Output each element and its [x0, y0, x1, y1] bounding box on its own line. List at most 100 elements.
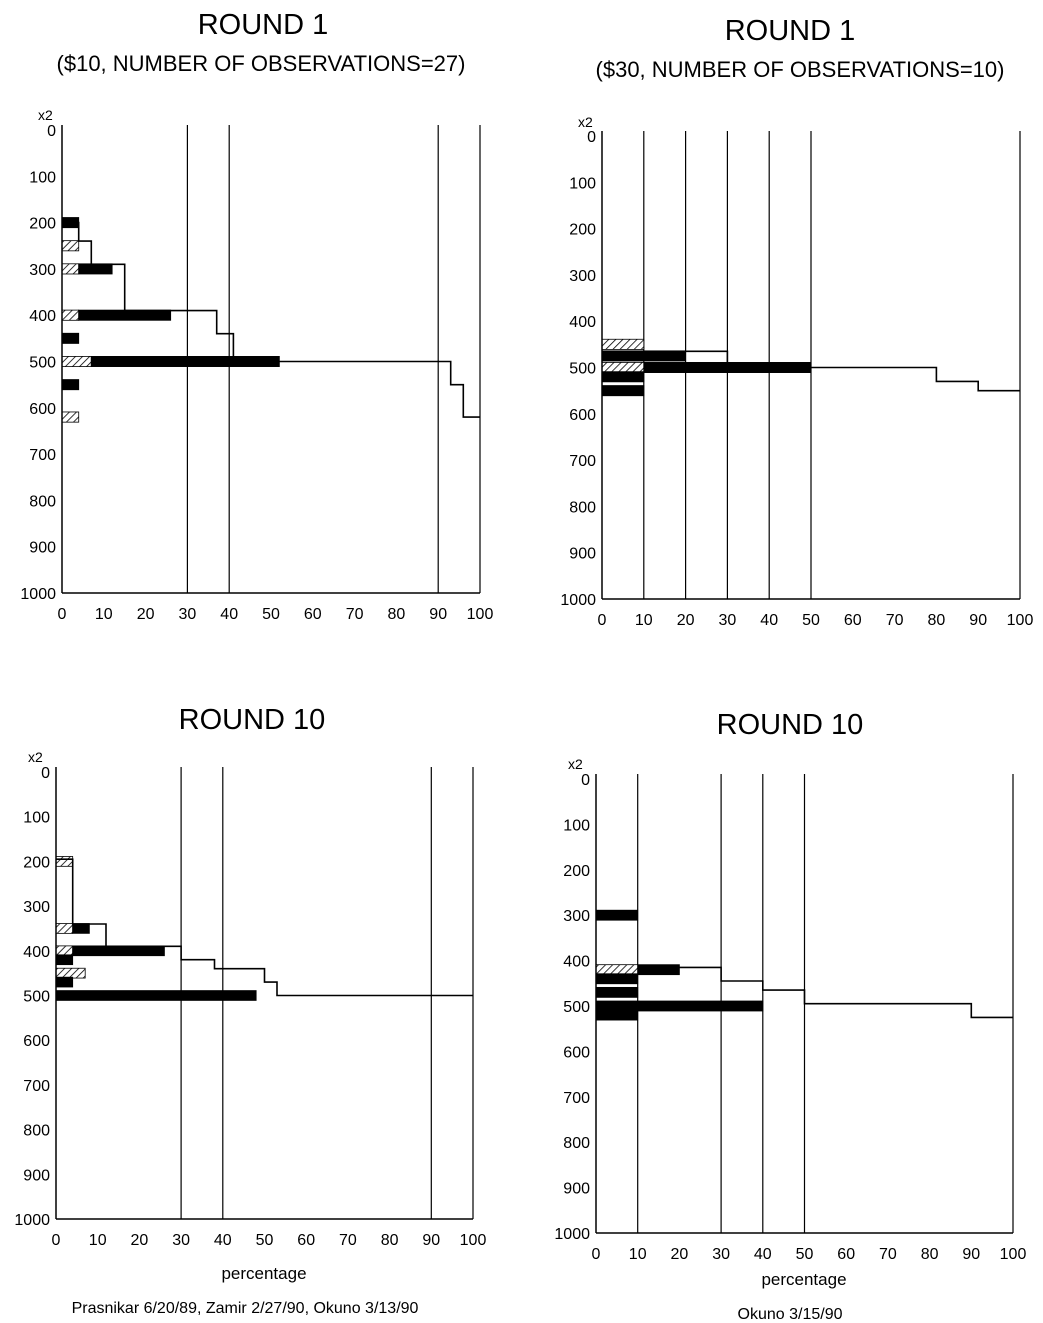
- x-tick-label: 10: [95, 606, 113, 623]
- y-tick-label: 600: [29, 401, 56, 418]
- x-tick-label: 80: [928, 612, 946, 629]
- y-tick-label: 800: [569, 499, 596, 516]
- y-tick-label: 700: [563, 1090, 590, 1107]
- hatched-bar-200: [55, 856, 74, 867]
- y-tick-label: 500: [23, 989, 50, 1006]
- y-tick-label: 1000: [560, 592, 596, 609]
- offer-bars: [55, 856, 257, 1001]
- y-tick-label: 800: [563, 1135, 590, 1152]
- y-tick-label: 100: [23, 810, 50, 827]
- y-tick-label: 500: [29, 355, 56, 372]
- x-tick-label: 10: [635, 612, 653, 629]
- x-axis-label: percentage: [761, 1270, 846, 1289]
- x-tick-labels: 0 10 20 30 40 50 60 70 80 90 100: [52, 1232, 487, 1249]
- x-tick-label: 70: [346, 606, 364, 623]
- y-tick-label: 500: [569, 361, 596, 378]
- x-tick-label: 60: [297, 1232, 315, 1249]
- solid-bar-420: [55, 954, 74, 966]
- hatched-bar-450: [601, 338, 645, 350]
- hatched-bar-500: [61, 356, 92, 367]
- chart-panel-round10-left: ROUND 10 x2 0100200300400500600700800900…: [14, 704, 486, 1283]
- solid-bar-520: [595, 1009, 639, 1021]
- axes: [61, 125, 480, 594]
- hatched-bar-620: [61, 411, 80, 423]
- x-tick-label: 100: [467, 606, 494, 623]
- y-multiplier-label: x2: [38, 107, 53, 123]
- y-tick-labels: 0 100 200 300 400 500 600 700 800 900 1000: [554, 772, 590, 1243]
- x-tick-label: 90: [429, 606, 447, 623]
- y-tick-label: 100: [563, 817, 590, 834]
- y-tick-label: 900: [23, 1167, 50, 1184]
- axes: [601, 131, 1020, 600]
- y-multiplier-label: x2: [578, 114, 593, 130]
- solid-bar-550: [601, 385, 645, 397]
- acceptance-step-line: [643, 350, 1020, 392]
- y-tick-labels: 0 100 200 300 400 500 600 700 800 900 1000: [20, 123, 56, 603]
- solid-bar-470: [55, 976, 74, 988]
- chart-subtitle: ($30, NUMBER OF OBSERVATIONS=10): [596, 57, 1005, 82]
- chart-title: ROUND 1: [198, 9, 329, 41]
- x-tick-label: 50: [262, 606, 280, 623]
- x-tick-label: 60: [837, 1246, 855, 1263]
- y-tick-label: 600: [563, 1044, 590, 1061]
- x-tick-label: 20: [137, 606, 155, 623]
- chart-panel-round1-30: ROUND 1 ($30, NUMBER OF OBSERVATIONS=10)…: [560, 15, 1033, 629]
- acceptance-step-line: [56, 858, 473, 997]
- x-tick-label: 80: [388, 606, 406, 623]
- x-tick-label: 50: [802, 612, 820, 629]
- y-tick-label: 100: [569, 175, 596, 192]
- solid-bar-400: [78, 309, 172, 321]
- y-tick-label: 300: [29, 262, 56, 279]
- y-tick-label: 100: [29, 169, 56, 186]
- x-tick-label: 100: [1007, 612, 1034, 629]
- y-tick-label: 200: [563, 863, 590, 880]
- y-tick-label: 1000: [14, 1212, 50, 1229]
- y-tick-label: 900: [29, 540, 56, 557]
- x-tick-label: 10: [629, 1246, 647, 1263]
- x-tick-label: 30: [719, 612, 737, 629]
- y-multiplier-label: x2: [568, 756, 583, 772]
- solid-bar-440: [595, 973, 639, 985]
- x-tick-label: 80: [381, 1232, 399, 1249]
- y-tick-label: 700: [569, 453, 596, 470]
- x-tick-label: 50: [796, 1246, 814, 1263]
- x-tick-label: 90: [962, 1246, 980, 1263]
- x-tick-label: 30: [172, 1232, 190, 1249]
- axes: [55, 767, 473, 1220]
- solid-bar-400: [72, 945, 165, 957]
- x-tick-label: 0: [592, 1246, 601, 1263]
- solid-bar-500: [55, 990, 257, 1001]
- y-tick-label: 1000: [20, 586, 56, 603]
- x-tick-label: 40: [760, 612, 778, 629]
- chart-title: ROUND 10: [717, 709, 864, 741]
- solid-bar-420: [637, 964, 680, 976]
- hatched-bar-450: [55, 967, 86, 979]
- hatched-bar-350: [55, 923, 74, 934]
- y-tick-label: 900: [569, 546, 596, 563]
- y-tick-label: 800: [29, 493, 56, 510]
- solid-bar-500: [595, 1000, 764, 1012]
- y-tick-label: 0: [41, 765, 50, 782]
- solid-bar-350: [72, 923, 90, 934]
- x-tick-label: 0: [598, 612, 607, 629]
- y-tick-label: 400: [569, 314, 596, 331]
- y-tick-label: 500: [563, 999, 590, 1016]
- y-tick-label: 800: [23, 1123, 50, 1140]
- x-tick-label: 100: [460, 1232, 487, 1249]
- hatched-bar-400: [61, 309, 80, 321]
- y-tick-label: 400: [29, 308, 56, 325]
- y-tick-label: 600: [23, 1033, 50, 1050]
- x-tick-labels: 0 10 20 30 40 50 60 70 80 90 100: [592, 1246, 1027, 1263]
- y-tick-labels: 0 100 200 300 400 500 600 700 800 900 1000: [14, 765, 50, 1229]
- y-tick-label: 400: [23, 944, 50, 961]
- y-tick-label: 200: [23, 854, 50, 871]
- x-tick-labels: 0 10 20 30 40 50 60 70 80 90 100: [598, 612, 1034, 629]
- x-tick-label: 30: [712, 1246, 730, 1263]
- x-axis-label: percentage: [221, 1264, 306, 1283]
- x-tick-label: 40: [214, 1232, 232, 1249]
- x-tick-label: 0: [58, 606, 67, 623]
- solid-bar-520: [601, 371, 645, 383]
- y-tick-label: 900: [563, 1181, 590, 1198]
- x-tick-label: 70: [879, 1246, 897, 1263]
